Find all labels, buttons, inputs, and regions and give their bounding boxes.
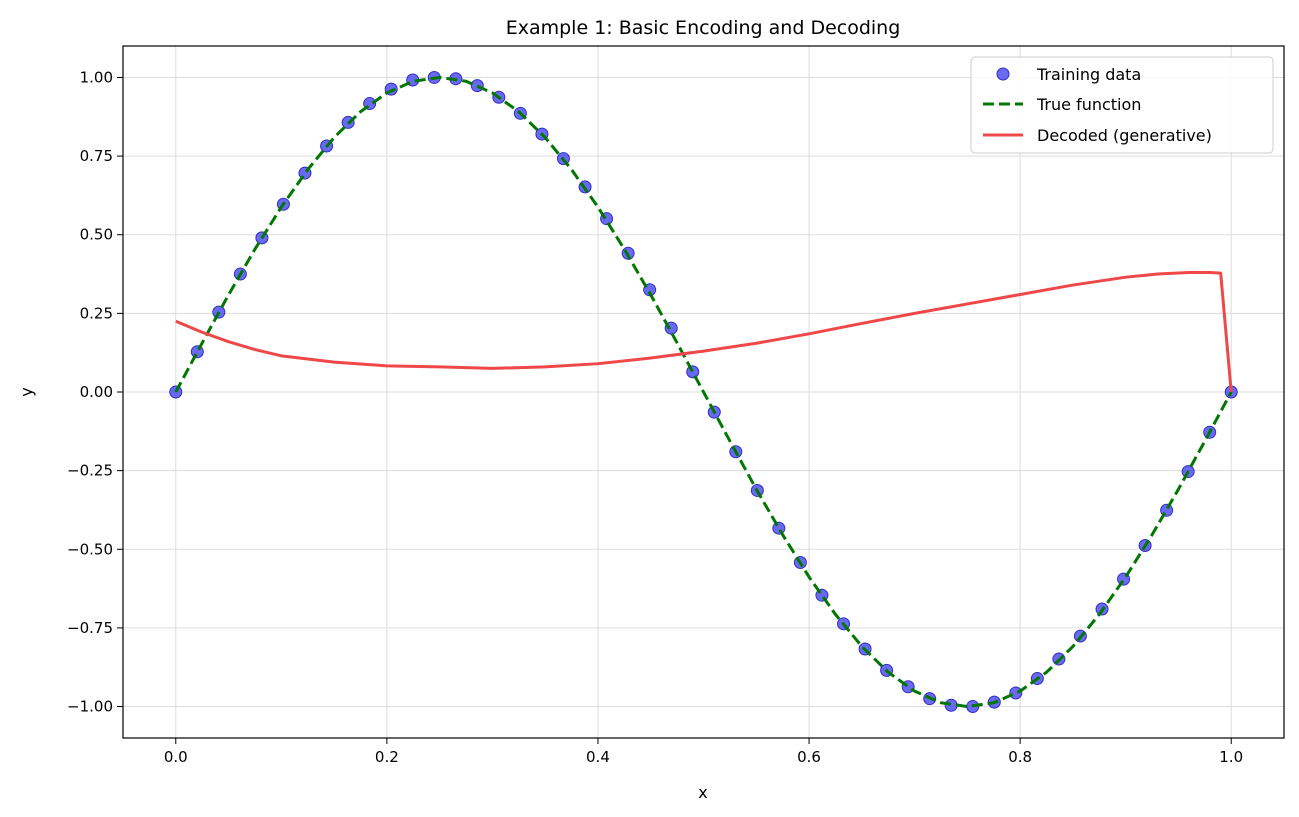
legend: Training data True function Decoded (gen…	[970, 56, 1274, 154]
plot-area	[169, 70, 1238, 714]
y-tick-label: −0.25	[67, 462, 113, 480]
chart-title: Example 1: Basic Encoding and Decoding	[506, 17, 901, 39]
training-data-point	[772, 521, 786, 535]
y-tick-label: −0.75	[67, 619, 113, 637]
x-tick-label: 0.6	[797, 748, 821, 766]
decoded-generative-line	[175, 270, 1233, 393]
y-tick-label: −1.00	[67, 698, 113, 716]
x-axis-label: x	[698, 783, 707, 802]
x-tick-label: 0.4	[586, 748, 610, 766]
training-data-point	[470, 79, 484, 93]
y-tick-label: −0.50	[67, 540, 113, 558]
y-tick-label: 0.50	[80, 226, 113, 244]
legend-box	[970, 56, 1274, 154]
training-data-point	[1009, 686, 1023, 700]
x-tick-label: 0.2	[375, 748, 399, 766]
legend-label-training-data: Training data	[1036, 65, 1141, 84]
axis-ticks: 0.0 0.2 0.4 0.6 0.8 1.0 −1.00 −0.75 −0.50 −0.25 0.…	[67, 68, 1243, 766]
training-data-point	[190, 345, 204, 359]
x-tick-label: 0.8	[1008, 748, 1032, 766]
legend-marker-training-data	[996, 67, 1010, 81]
x-tick-label: 1.0	[1219, 748, 1243, 766]
training-data-point	[686, 365, 700, 379]
true-function-line	[174, 75, 1233, 709]
legend-label-decoded: Decoded (generative)	[1037, 126, 1212, 145]
y-axis-label: y	[17, 387, 36, 396]
y-tick-label: 0.00	[80, 383, 113, 401]
x-tick-label: 0.0	[164, 748, 188, 766]
legend-label-true-function: True function	[1036, 95, 1141, 114]
y-tick-label: 0.25	[80, 304, 113, 322]
y-tick-label: 1.00	[80, 68, 113, 86]
y-tick-label: 0.75	[80, 147, 113, 165]
training-data-point	[944, 698, 958, 712]
